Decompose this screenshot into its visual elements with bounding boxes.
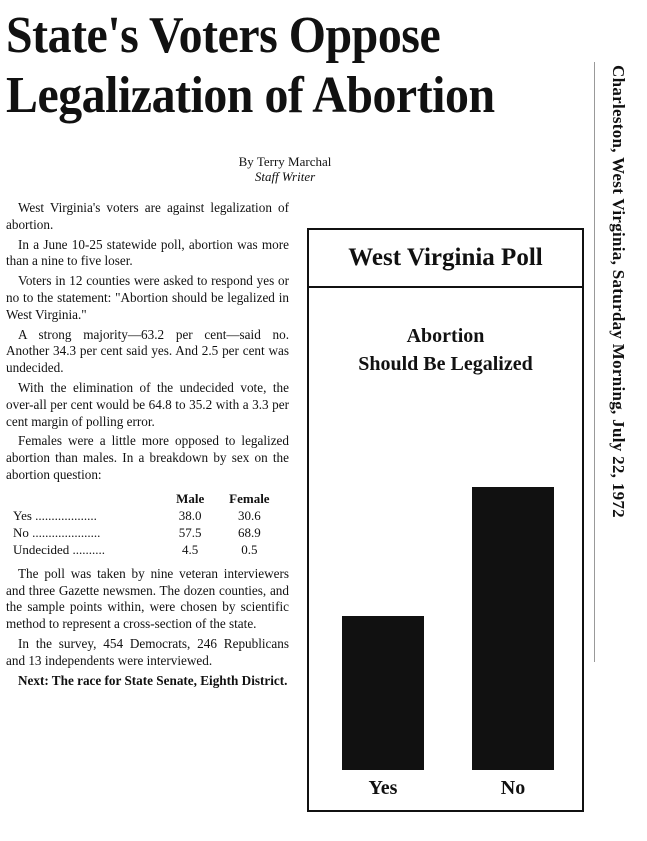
header-cell (12, 490, 166, 507)
paragraph: The poll was taken by nine veteran inter… (6, 565, 289, 632)
table-header: Male Female (12, 490, 284, 507)
cell: 4.5 (182, 541, 199, 557)
row-label: No ..................... (13, 524, 101, 540)
row-label: Undecided .......... (13, 541, 106, 557)
breakdown-table: Male Female Yes ................... 38.0… (12, 490, 284, 558)
article-body: West Virginia's voters are against legal… (6, 200, 289, 692)
paragraph: In the survey, 454 Democrats, 246 Republ… (6, 635, 289, 668)
author-name: By Terry Marchal (238, 154, 332, 169)
next-teaser: Next: The race for State Senate, Eighth … (18, 672, 288, 688)
chart-subtitle: Abortion Should Be Legalized (309, 322, 582, 378)
dateline: Charleston, West Virginia, Saturday Morn… (600, 65, 630, 625)
header-cell: Female (229, 490, 270, 506)
dateline-text: Charleston, West Virginia, Saturday Morn… (609, 65, 628, 518)
cell: 68.9 (238, 524, 261, 540)
column-rule (594, 62, 595, 662)
author-role: Staff Writer (254, 169, 316, 184)
paragraph: Voters in 12 counties were asked to resp… (6, 273, 289, 322)
table-row: No ..................... 57.5 68.9 (12, 524, 284, 541)
chart-title: West Virginia Poll (309, 230, 582, 288)
cell: 0.5 (241, 541, 258, 557)
paragraph: Females were a little more opposed to le… (6, 433, 289, 482)
paragraph: West Virginia's voters are against legal… (6, 200, 289, 232)
bar-no (472, 487, 554, 770)
bar-label: No (500, 777, 526, 799)
table-row: Undecided .......... 4.5 0.5 (12, 541, 284, 558)
subtitle-line: Abortion (406, 325, 485, 347)
row-label: Yes ................... (13, 507, 97, 523)
headline: State's Voters Oppose Legalization of Ab… (6, 7, 495, 124)
table-row: Yes ................... 38.0 30.6 (12, 507, 284, 524)
poll-chart: West Virginia Poll Abortion Should Be Le… (307, 228, 584, 812)
paragraph: With the elimination of the undecided vo… (6, 379, 289, 429)
paragraph: In a June 10-25 statewide poll, abortion… (6, 236, 289, 269)
byline: By Terry Marchal Staff Writer (200, 154, 370, 184)
bar-label: Yes (368, 777, 398, 799)
subtitle-line: Should Be Legalized (358, 353, 533, 375)
cell: 38.0 (178, 507, 202, 523)
header-cell: Male (176, 490, 205, 506)
bar-yes (342, 616, 424, 770)
paragraph: A strong majority—63.2 per cent—said no.… (6, 326, 289, 376)
cell: 57.5 (178, 524, 202, 540)
cell: 30.6 (238, 507, 261, 523)
